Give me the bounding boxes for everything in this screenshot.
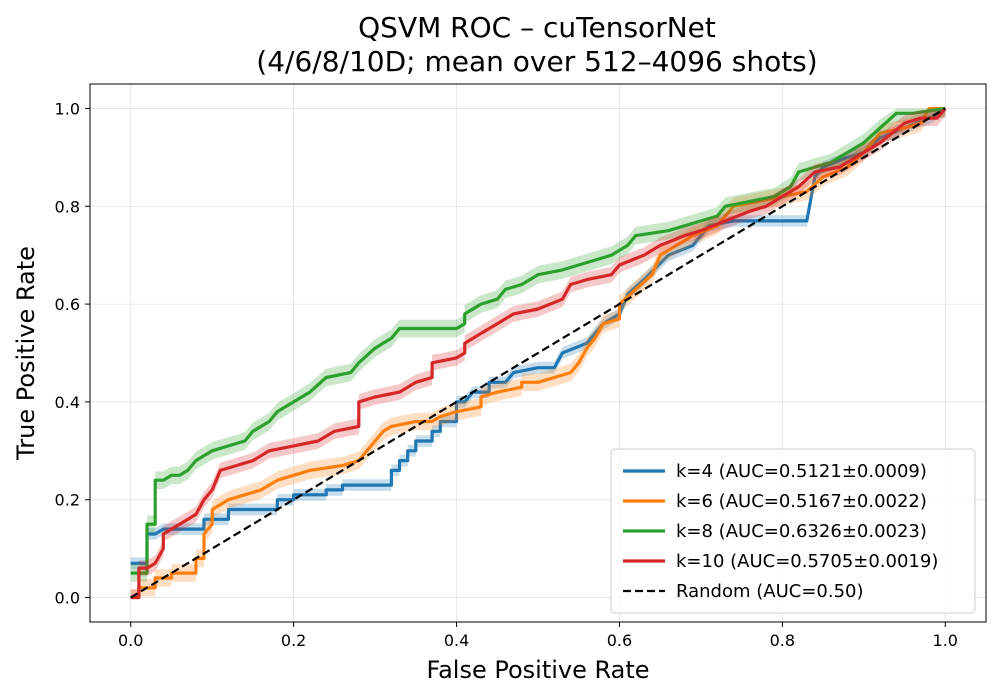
x-tick-label: 1.0: [933, 631, 958, 650]
chart-title-line-1: QSVM ROC – cuTensorNet: [358, 11, 716, 44]
x-tick-label: 0.6: [607, 631, 632, 650]
y-axis-label: True Positive Rate: [12, 246, 40, 461]
tick-layer: 0.0 0.2 0.4 0.6 0.8 1.0 0.0 0.2 0.4 0.6 0.8 1.0: [55, 99, 958, 650]
series-line-random: [130, 107, 946, 599]
x-tick-label: 0.2: [281, 631, 306, 650]
plot-area-frame: [89, 83, 987, 623]
series-layer: [130, 106, 947, 600]
y-tick-label: 0.6: [55, 295, 80, 314]
x-tick-label: 0.4: [444, 631, 469, 650]
legend-label: Random (AUC=0.50): [676, 581, 864, 602]
x-tick-label: 0.8: [770, 631, 795, 650]
legend-box: [610, 448, 976, 614]
legend-label: k=8 (AUC=0.6326±0.0023): [676, 521, 927, 542]
chart-title: QSVM ROC – cuTensorNet (4/6/8/10D; mean …: [256, 11, 817, 78]
legend-label: k=6 (AUC=0.5167±0.0022): [676, 491, 927, 512]
series-line-k4: [130, 107, 947, 565]
y-tick-label: 0.2: [55, 491, 80, 510]
y-tick-label: 0.8: [55, 197, 80, 216]
y-tick-label: 0.4: [55, 393, 80, 412]
series-band-k6: [130, 108, 946, 598]
series-line-k10: [130, 107, 947, 600]
legend: k=4 (AUC=0.5121±0.0009) k=6 (AUC=0.5167±0…: [610, 448, 976, 614]
x-tick-label: 0.0: [118, 631, 143, 650]
y-tick-label: 0.0: [55, 589, 80, 608]
series-band-k4: [130, 108, 946, 570]
grid-layer: [90, 84, 986, 622]
chart-title-line-2: (4/6/8/10D; mean over 512–4096 shots): [256, 45, 817, 78]
legend-label: k=10 (AUC=0.5705±0.0019): [676, 551, 938, 572]
series-line-k8: [130, 106, 946, 575]
y-tick-label: 1.0: [55, 99, 80, 118]
x-axis-label: False Positive Rate: [426, 656, 649, 684]
legend-label: k=4 (AUC=0.5121±0.0009): [676, 461, 927, 482]
